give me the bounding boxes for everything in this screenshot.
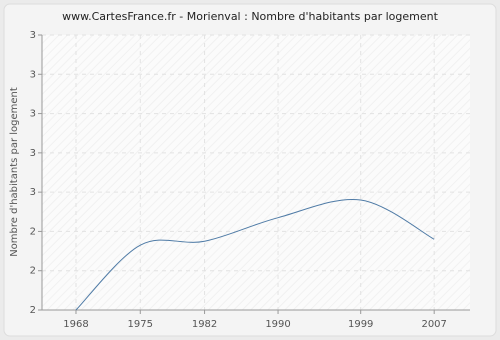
x-tick-label: 1990 <box>265 319 290 330</box>
y-tick-label: 3 <box>30 30 36 41</box>
y-tick-label: 2 <box>30 226 36 237</box>
y-axis-label: Nombre d'habitants par logement <box>9 87 20 257</box>
x-tick-label: 1982 <box>192 319 217 330</box>
y-tick-label: 3 <box>30 148 36 159</box>
chart-title: www.CartesFrance.fr - Morienval : Nombre… <box>62 10 438 23</box>
x-tick-label: 2007 <box>421 319 446 330</box>
y-tick-label: 3 <box>30 187 36 198</box>
x-tick-label: 1975 <box>128 319 153 330</box>
y-tick-label: 2 <box>30 266 36 277</box>
y-tick-label: 3 <box>30 69 36 80</box>
line <box>75 198 435 311</box>
x-tick-label: 1968 <box>63 319 88 330</box>
x-tick-label: 1999 <box>348 319 373 330</box>
y-tick-label: 2 <box>30 305 36 316</box>
y-tick-label: 3 <box>30 109 36 120</box>
plot-area <box>42 35 470 310</box>
